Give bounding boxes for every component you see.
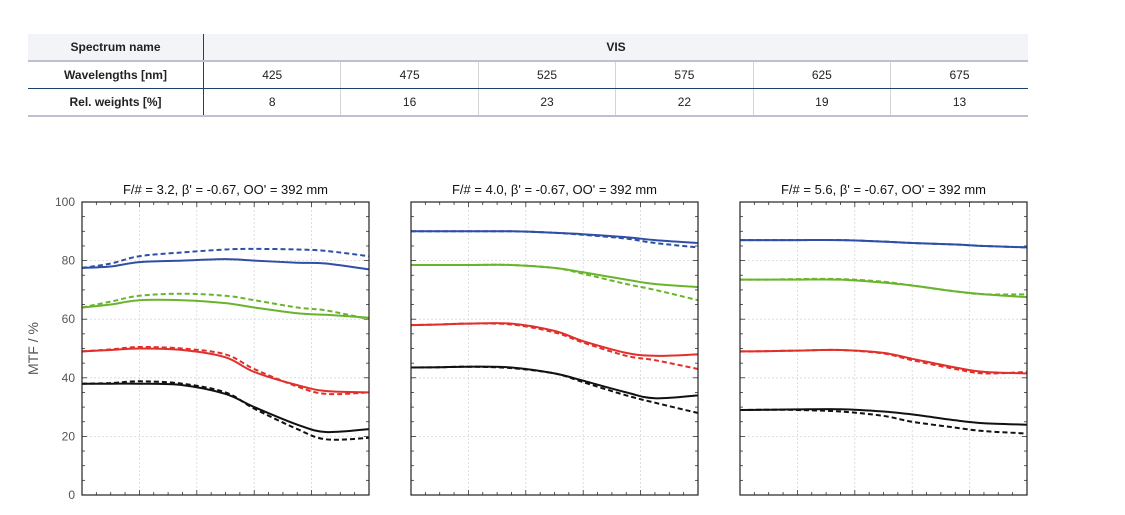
y-tick-label: 100 — [55, 195, 75, 209]
weights-row: Rel. weights [%] 8 16 23 22 19 13 — [28, 88, 1028, 117]
mtf-curve-dashed — [739, 408, 1028, 435]
mtf-curve-solid — [81, 258, 370, 271]
weight-cell: 8 — [203, 88, 342, 117]
y-tick-label: 20 — [62, 429, 76, 443]
weight-cell: 19 — [753, 88, 892, 117]
chart-title: F/# = 3.2, β' = -0.67, OO' = 392 mm — [123, 182, 328, 197]
mtf-curve-solid — [739, 408, 1028, 426]
mtf-curve-dashed — [410, 365, 699, 414]
plot-frame — [739, 201, 1028, 496]
spectrum-name-row: Spectrum name VIS — [28, 34, 1028, 62]
mtf-curve-dashed — [81, 345, 370, 396]
mtf-curve-solid — [411, 230, 699, 244]
mtf-curve-solid — [82, 382, 370, 434]
spectrum-name-label: Spectrum name — [28, 34, 204, 62]
wavelength-cell: 575 — [615, 61, 754, 89]
mtf-curve-dashed — [411, 230, 699, 249]
mtf-curve-solid — [410, 263, 699, 288]
chart-title: F/# = 4.0, β' = -0.67, OO' = 392 mm — [452, 182, 657, 197]
mtf-curve-dashed — [81, 292, 370, 321]
spectrum-table: Spectrum name VIS Wavelengths [nm] 425 4… — [28, 34, 1028, 117]
mtf-curve-dashed — [739, 348, 1028, 375]
weights-label: Rel. weights [%] — [28, 88, 204, 117]
mtf-curve-solid — [410, 322, 699, 357]
weight-cell: 16 — [340, 88, 479, 117]
mtf-curve-dashed — [739, 238, 1028, 249]
y-tick-label: 60 — [62, 312, 76, 326]
mtf-curve-dashed — [81, 247, 370, 269]
mtf-curve-solid — [410, 365, 699, 400]
mtf-panel: F/# = 5.6, β' = -0.67, OO' = 392 mm — [739, 182, 1028, 496]
weight-cell: 22 — [615, 88, 754, 117]
mtf-curve-dashed — [81, 380, 370, 441]
y-tick-label: 40 — [62, 371, 76, 385]
spectrum-name-value: VIS — [203, 34, 1028, 62]
mtf-curve-solid — [81, 298, 370, 319]
chart-title: F/# = 5.6, β' = -0.67, OO' = 392 mm — [781, 182, 986, 197]
wavelength-cell: 475 — [340, 61, 479, 89]
wavelength-cell: 625 — [753, 61, 892, 89]
y-tick-label: 0 — [68, 488, 75, 502]
wavelength-cell: 675 — [890, 61, 1028, 89]
mtf-curve-dashed — [410, 263, 699, 302]
plot-frame — [81, 201, 370, 496]
y-tick-label: 80 — [62, 254, 76, 268]
mtf-panel: F/# = 4.0, β' = -0.67, OO' = 392 mm — [410, 182, 699, 496]
wavelength-cell: 425 — [203, 61, 342, 89]
wavelengths-row: Wavelengths [nm] 425 475 525 575 625 675 — [28, 61, 1028, 89]
mtf-panel: F/# = 3.2, β' = -0.67, OO' = 392 mm 0 20 40… — [25, 182, 370, 502]
mtf-curve-dashed — [410, 322, 699, 370]
weight-cell: 13 — [890, 88, 1028, 117]
y-axis-label: MTF / % — [25, 322, 41, 375]
weight-cell: 23 — [478, 88, 617, 117]
mtf-curve-dashed — [739, 277, 1028, 296]
wavelengths-label: Wavelengths [nm] — [28, 61, 204, 89]
plot-frame — [410, 201, 699, 496]
wavelength-cell: 525 — [478, 61, 617, 89]
mtf-charts: F/# = 3.2, β' = -0.67, OO' = 392 mm 0 20 40… — [25, 182, 1028, 502]
mtf-curve-solid — [739, 348, 1028, 375]
